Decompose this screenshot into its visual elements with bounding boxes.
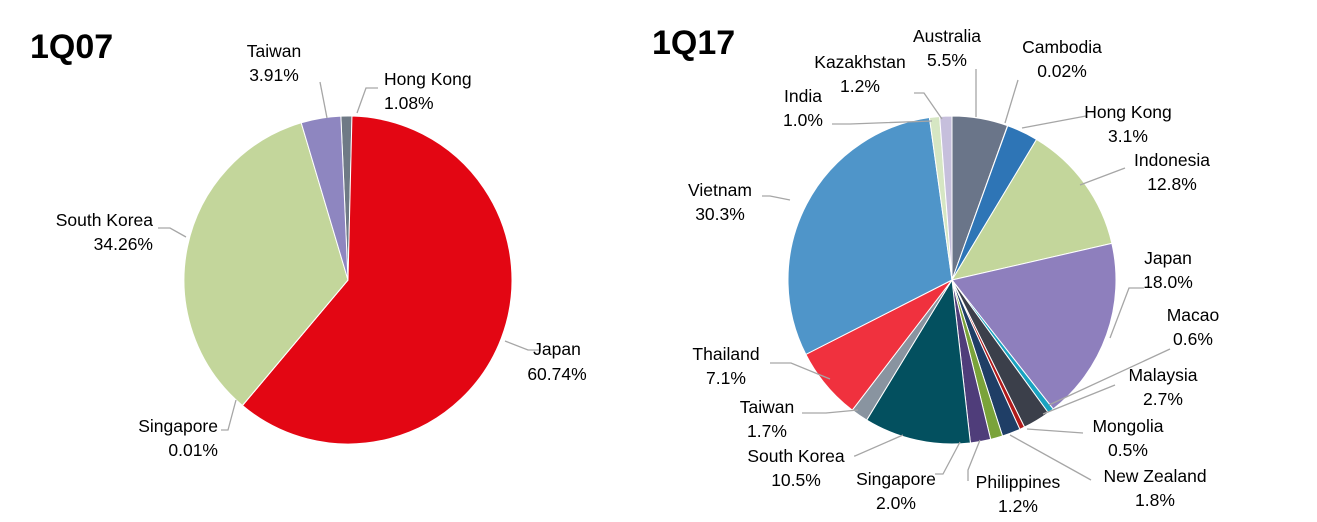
pie-1q17 — [787, 115, 1117, 445]
slice-value-taiwan: 1.7% — [747, 421, 787, 441]
leader-line-indonesia — [1079, 167, 1126, 186]
slice-value-kazakhstan: 1.2% — [840, 76, 880, 96]
slice-value-malaysia: 2.7% — [1143, 389, 1183, 409]
slice-labels: Hong Kong 1.08% Japan 60.74% Singapore 0.01% S… — [56, 26, 1220, 516]
leader-line-kazakhstan — [914, 92, 943, 120]
leader-line-vietnam — [762, 195, 791, 201]
slice-label-taiwan: Taiwan — [740, 397, 794, 417]
leader-line-hong-kong — [356, 87, 378, 114]
slice-value-hong-kong: 1.08% — [384, 93, 434, 113]
slice-label-taiwan: Taiwan — [247, 41, 301, 61]
slice-value-japan: 18.0% — [1143, 272, 1193, 292]
pie-1q07 — [183, 115, 513, 445]
slice-label-macao: Macao — [1167, 305, 1220, 325]
slice-value-indonesia: 12.8% — [1147, 174, 1197, 194]
slice-value-mongolia: 0.5% — [1108, 440, 1148, 460]
chart-title-1q17: 1Q17 — [652, 24, 735, 62]
leader-line-india — [832, 120, 933, 125]
slice-label-mongolia: Mongolia — [1092, 416, 1163, 436]
slice-value-vietnam: 30.3% — [695, 204, 745, 224]
slice-value-new-zealand: 1.8% — [1135, 490, 1175, 510]
slice-label-south-korea: South Korea — [56, 210, 154, 230]
pie-slice-1q07-japan — [241, 115, 513, 445]
slice-label-hong-kong: Hong Kong — [384, 69, 472, 89]
pie-slice-1q17-south-korea — [865, 278, 971, 445]
slice-value-japan: 60.74% — [527, 364, 586, 384]
leader-line-cambodia — [1004, 79, 1019, 124]
slice-value-india: 1.0% — [783, 110, 823, 130]
slice-value-macao: 0.6% — [1173, 329, 1213, 349]
slice-label-south-korea: South Korea — [747, 446, 845, 466]
leader-line-malaysia — [1042, 384, 1116, 415]
leader-line-new-zealand — [1009, 434, 1092, 481]
leader-line-hong-kong — [1021, 115, 1087, 129]
slice-label-singapore: Singapore — [856, 469, 936, 489]
slice-label-philippines: Philippines — [976, 472, 1061, 492]
leader-line-thailand — [770, 362, 831, 380]
slice-value-hong-kong: 3.1% — [1108, 126, 1148, 146]
slice-label-indonesia: Indonesia — [1134, 150, 1210, 170]
leader-line-japan — [1109, 287, 1144, 339]
slice-value-thailand: 7.1% — [706, 368, 746, 388]
leader-line-philippines — [967, 439, 981, 481]
slice-label-kazakhstan: Kazakhstan — [814, 52, 905, 72]
slice-value-taiwan: 3.91% — [249, 65, 299, 85]
leader-line-macao — [1048, 348, 1171, 406]
slice-label-vietnam: Vietnam — [688, 180, 752, 200]
slice-label-japan: Japan — [1144, 248, 1192, 268]
leader-line-taiwan — [319, 81, 328, 119]
slice-value-south-korea: 10.5% — [771, 470, 821, 490]
slice-label-japan: Japan — [533, 339, 581, 359]
leader-line-singapore — [935, 441, 961, 475]
slice-label-new-zealand: New Zealand — [1103, 466, 1206, 486]
leader-line-south-korea — [158, 227, 187, 238]
slice-value-australia: 5.5% — [927, 50, 967, 70]
leader-line-taiwan — [802, 409, 859, 414]
chart-title-1q07: 1Q07 — [30, 28, 113, 66]
slice-label-cambodia: Cambodia — [1022, 37, 1102, 57]
slice-label-malaysia: Malaysia — [1128, 365, 1197, 385]
leader-line-japan — [504, 340, 541, 351]
leader-line-singapore — [221, 399, 237, 431]
slice-value-cambodia: 0.02% — [1037, 61, 1087, 81]
slice-value-singapore: 2.0% — [876, 493, 916, 513]
leader-line-mongolia — [1026, 428, 1084, 434]
slice-label-singapore: Singapore — [138, 416, 218, 436]
pie-slice-1q07-south-korea — [183, 122, 349, 407]
slice-label-hong-kong: Hong Kong — [1084, 102, 1172, 122]
leader-lines — [158, 69, 1171, 481]
slice-value-singapore: 0.01% — [168, 440, 218, 460]
leader-line-south-korea — [854, 434, 904, 457]
pie-slice-1q07-taiwan — [300, 115, 349, 281]
pie-slice-1q17-vietnam — [787, 116, 953, 356]
slice-label-thailand: Thailand — [692, 344, 759, 364]
slice-label-australia: Australia — [913, 26, 981, 46]
slice-value-philippines: 1.2% — [998, 496, 1038, 516]
slice-label-india: India — [784, 86, 822, 106]
slice-value-south-korea: 34.26% — [94, 234, 153, 254]
